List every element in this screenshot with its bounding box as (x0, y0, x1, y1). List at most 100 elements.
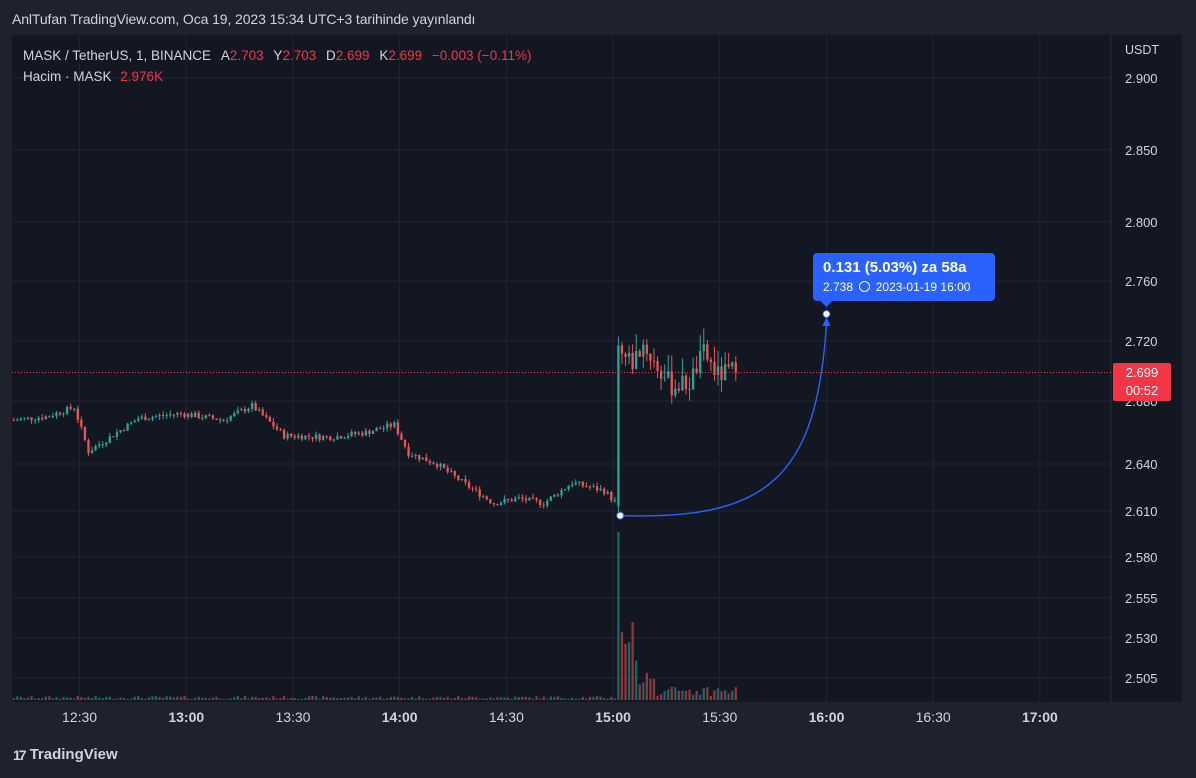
legend-symbol[interactable]: MASK / TetherUS, 1, BINANCE (23, 48, 212, 63)
volume-bar (105, 696, 108, 700)
volume-bar (734, 687, 737, 700)
volume-bar (592, 696, 595, 700)
last-price-value: 2.699 (1125, 365, 1159, 380)
x-tick-label: 13:30 (275, 709, 310, 725)
candle-body (546, 500, 549, 506)
currency-label[interactable]: USDT (1125, 43, 1160, 57)
candle-body (727, 364, 730, 367)
volume-bar (631, 622, 634, 700)
candle-body (300, 435, 304, 440)
volume-bar (432, 697, 435, 700)
x-tick-label: 14:00 (382, 709, 418, 725)
volume-bar (503, 697, 506, 700)
volume-bar (599, 696, 602, 700)
candle-body (588, 486, 592, 488)
volume-bar (240, 698, 243, 700)
volume-bar (464, 698, 467, 700)
volume-bar (403, 698, 407, 700)
candle-body (563, 489, 567, 491)
volume-bar (343, 697, 346, 700)
candle-body (603, 488, 606, 494)
candle-body (531, 497, 535, 499)
candle-body (485, 496, 488, 500)
y-tick-label: 2.505 (1125, 671, 1158, 686)
candle-body (339, 436, 343, 439)
clock-icon (859, 281, 871, 292)
volume-bar (361, 698, 364, 700)
candle-body (16, 419, 19, 421)
measure-start-point (616, 511, 625, 520)
volume-bar (446, 696, 449, 700)
volume-bar (560, 697, 563, 700)
candle-body (204, 415, 207, 418)
volume-row: Hacim · MASK 2.976K (23, 66, 531, 87)
chart-frame[interactable] (12, 35, 1182, 702)
candle-body (140, 416, 143, 419)
volume-bar (393, 696, 396, 700)
low-label: D (326, 48, 336, 63)
candle-body (19, 418, 23, 420)
volume-bar (652, 678, 656, 700)
volume-bar (311, 696, 314, 700)
candle-body (521, 497, 524, 499)
candle-body (222, 419, 225, 421)
candle-body (250, 403, 254, 409)
candle-body (290, 433, 293, 437)
candle-body (539, 500, 542, 506)
volume-bar (439, 697, 442, 700)
candle-body (58, 412, 62, 415)
volume-bar (322, 696, 325, 700)
candle-body (329, 436, 332, 441)
volume-bar (378, 696, 382, 700)
y-tick-label: 2.640 (1125, 457, 1158, 472)
candle-body (389, 423, 392, 427)
candle-body (699, 350, 702, 374)
measure-label[interactable]: 0.131 (5.03%) za 58a 2.738 2023-01-19 16… (813, 253, 995, 301)
volume-bar (101, 698, 104, 700)
candle-body (478, 489, 481, 497)
candle-body (279, 429, 282, 431)
volume-bar (731, 690, 734, 700)
candle-body (378, 428, 382, 430)
candle-body (144, 416, 147, 421)
candle-body (553, 494, 556, 497)
volume-bar (567, 698, 570, 700)
candle-body (94, 446, 97, 451)
candle-body (450, 471, 453, 473)
volume-bar (51, 698, 55, 700)
volume-bar (699, 694, 702, 700)
candle-body (407, 446, 410, 457)
candle-body (620, 345, 624, 354)
y-tick-label: 2.580 (1125, 550, 1158, 565)
candle-body (30, 417, 33, 421)
candle-body (684, 375, 688, 389)
candle-body (26, 417, 30, 419)
candle-body (154, 416, 158, 418)
candle-body (624, 353, 627, 357)
volume-bar (482, 698, 485, 700)
volume-bar (546, 698, 549, 700)
candle-body (76, 408, 79, 420)
volume-bar (26, 697, 30, 700)
volume-bar (129, 698, 133, 700)
candle-body (435, 464, 439, 467)
candle-body (432, 462, 435, 465)
candle-body (318, 434, 321, 440)
candle-body (137, 418, 140, 421)
candle-body (670, 371, 673, 396)
candle-body (688, 388, 691, 390)
candle-body (467, 482, 471, 488)
volume-label[interactable]: Hacim · MASK (23, 69, 112, 84)
measure-price: 2.738 (823, 280, 854, 294)
volume-bar (428, 698, 432, 700)
candle-body (179, 413, 183, 415)
tradingview-logo[interactable]: 17 TradingView (13, 746, 118, 763)
candle-body (151, 417, 154, 420)
candle-body (350, 431, 353, 437)
candle-body (243, 409, 247, 412)
candle-body (659, 370, 663, 379)
candle-body (528, 497, 531, 501)
volume-bar (368, 698, 371, 700)
volume-bar (162, 697, 165, 700)
